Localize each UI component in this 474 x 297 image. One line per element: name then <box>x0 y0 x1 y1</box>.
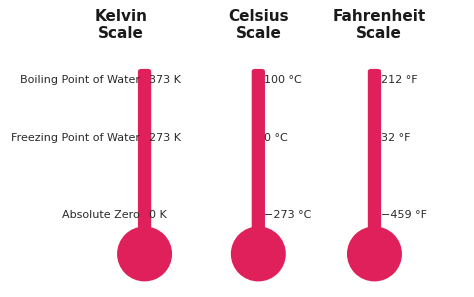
Text: 0 °C: 0 °C <box>264 133 288 143</box>
Ellipse shape <box>117 226 172 282</box>
Text: Absolute Zero: Absolute Zero <box>62 210 140 220</box>
Text: 373 K: 373 K <box>149 75 181 85</box>
Text: Freezing Point of Water: Freezing Point of Water <box>11 133 140 143</box>
Ellipse shape <box>347 226 402 282</box>
Text: 273 K: 273 K <box>149 133 182 143</box>
FancyBboxPatch shape <box>252 69 265 234</box>
Text: Boiling Point of Water: Boiling Point of Water <box>20 75 140 85</box>
Text: Celsius
Scale: Celsius Scale <box>228 9 289 41</box>
Text: Kelvin
Scale: Kelvin Scale <box>94 9 147 41</box>
FancyBboxPatch shape <box>368 69 381 234</box>
Text: 32 °F: 32 °F <box>381 133 410 143</box>
Text: 0 K: 0 K <box>149 210 167 220</box>
Ellipse shape <box>231 226 286 282</box>
Text: −459 °F: −459 °F <box>381 210 427 220</box>
Text: 100 °C: 100 °C <box>264 75 302 85</box>
Text: Fahrenheit
Scale: Fahrenheit Scale <box>333 9 426 41</box>
Text: −273 °C: −273 °C <box>264 210 312 220</box>
Text: 212 °F: 212 °F <box>381 75 417 85</box>
FancyBboxPatch shape <box>138 69 151 234</box>
